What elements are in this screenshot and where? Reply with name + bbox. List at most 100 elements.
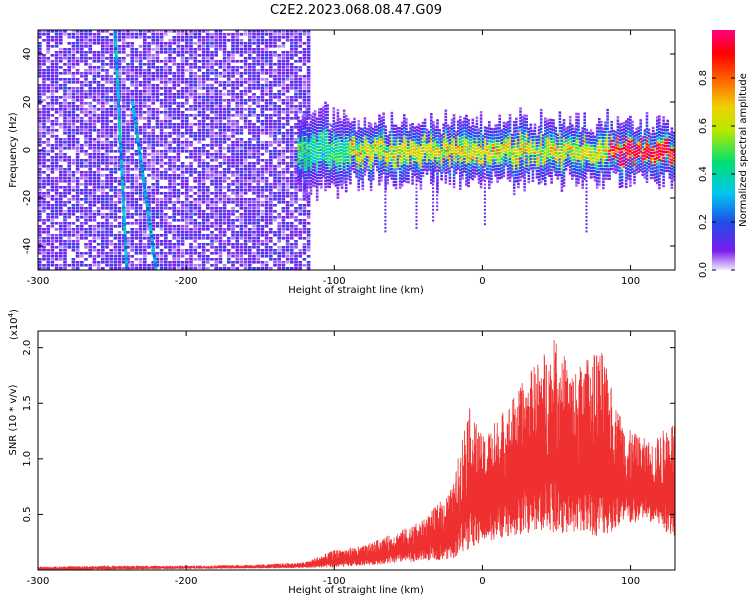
heatmap-cell xyxy=(193,201,197,204)
heatmap-cell xyxy=(235,246,239,249)
heatmap-cell xyxy=(306,231,311,234)
heatmap-cell xyxy=(138,207,143,210)
heatmap-cell xyxy=(143,96,147,99)
heatmap-cell xyxy=(67,171,71,174)
heatmap-cell xyxy=(67,87,71,90)
heatmap-cell xyxy=(105,69,109,72)
heatmap-cell xyxy=(151,75,155,78)
heatmap-cell xyxy=(313,119,317,122)
heatmap-cell xyxy=(294,267,298,270)
heatmap-cell xyxy=(294,156,298,159)
heatmap-cell xyxy=(148,220,152,224)
heatmap-cell xyxy=(227,228,231,231)
heatmap-cell xyxy=(151,198,155,201)
heatmap-cell xyxy=(218,132,223,135)
heatmap-cell xyxy=(193,192,197,195)
heatmap-cell xyxy=(105,30,109,33)
heatmap-cell xyxy=(138,174,143,177)
heatmap-cell xyxy=(164,141,168,144)
heatmap-cell xyxy=(193,96,197,99)
heatmap-cell xyxy=(201,93,206,96)
heatmap-cell xyxy=(277,183,281,186)
heatmap-cell xyxy=(109,186,113,189)
heatmap-cell xyxy=(285,216,290,219)
heatmap-cell xyxy=(54,177,59,180)
heatmap-cell xyxy=(59,87,63,90)
heatmap-cell xyxy=(294,255,298,258)
heatmap-cell xyxy=(164,117,168,120)
heatmap-cell xyxy=(260,129,265,132)
heatmap-cell xyxy=(105,204,109,207)
heatmap-cell xyxy=(117,162,122,165)
heatmap-cell xyxy=(332,176,336,179)
heatmap-cell xyxy=(185,216,189,219)
heatmap-cell xyxy=(75,168,80,171)
heatmap-cell xyxy=(180,240,185,243)
heatmap-cell xyxy=(155,108,160,111)
heatmap-cell xyxy=(117,156,122,159)
heatmap-cell xyxy=(303,130,307,133)
heatmap-cell xyxy=(101,135,105,138)
heatmap-cell xyxy=(143,201,147,204)
heatmap-cell xyxy=(59,33,63,36)
heatmap-cell xyxy=(180,165,185,168)
heatmap-cell xyxy=(109,42,113,45)
heatmap-cell xyxy=(285,165,290,168)
heatmap-cell xyxy=(63,189,67,192)
heatmap-cell xyxy=(231,246,235,249)
heatmap-cell xyxy=(164,198,168,201)
heatmap-cell xyxy=(222,42,227,45)
heatmap-cell xyxy=(59,165,63,168)
heatmap-cell xyxy=(227,135,231,138)
heatmap-cell xyxy=(222,36,227,39)
heatmap-cell xyxy=(172,63,176,66)
heatmap-cell xyxy=(38,237,42,240)
heatmap-cell xyxy=(290,57,294,60)
heatmap-cell xyxy=(301,146,304,149)
heatmap-cell xyxy=(50,132,55,135)
heatmap-cell xyxy=(126,105,130,108)
heatmap-cell xyxy=(159,156,164,159)
heatmap-cell xyxy=(214,219,218,222)
heatmap-cell xyxy=(193,150,197,153)
heatmap-cell xyxy=(75,207,80,210)
heatmap-cell xyxy=(281,201,286,204)
spectrogram-heatmap xyxy=(38,30,675,270)
heatmap-cell xyxy=(84,228,88,231)
heatmap-cell xyxy=(193,219,197,222)
heatmap-cell xyxy=(147,214,151,218)
heatmap-cell xyxy=(330,174,333,177)
heatmap-cell xyxy=(67,264,71,267)
heatmap-cell xyxy=(117,36,122,39)
heatmap-cell xyxy=(101,174,105,177)
heatmap-cell xyxy=(138,267,143,270)
heatmap-cell xyxy=(306,264,311,267)
heatmap-cell xyxy=(42,126,46,129)
heatmap-cell xyxy=(155,117,160,120)
heatmap-cell xyxy=(164,213,168,216)
heatmap-cell xyxy=(75,264,80,267)
heatmap-cell xyxy=(243,147,248,150)
heatmap-cell xyxy=(88,126,92,129)
heatmap-cell xyxy=(71,114,76,117)
heatmap-cell xyxy=(214,123,218,126)
heatmap-cell xyxy=(210,123,214,126)
heatmap-cell xyxy=(248,180,252,183)
heatmap-cell xyxy=(46,75,50,78)
heatmap-cell xyxy=(42,156,46,159)
heatmap-cell xyxy=(285,222,290,225)
heatmap-cell xyxy=(59,264,63,267)
heatmap-cell xyxy=(42,120,46,123)
heatmap-cell xyxy=(277,105,281,108)
heatmap-cell xyxy=(164,267,168,270)
heatmap-cell xyxy=(324,132,327,136)
heatmap-cell xyxy=(189,246,193,249)
heatmap-cell xyxy=(42,99,46,102)
heatmap-cell xyxy=(235,129,239,132)
heatmap-cell xyxy=(122,99,126,102)
heatmap-cell xyxy=(59,246,63,249)
heatmap-cell xyxy=(248,96,252,99)
heatmap-cell xyxy=(206,126,210,129)
heatmap-cell xyxy=(309,139,313,142)
heatmap-cell xyxy=(38,96,42,99)
